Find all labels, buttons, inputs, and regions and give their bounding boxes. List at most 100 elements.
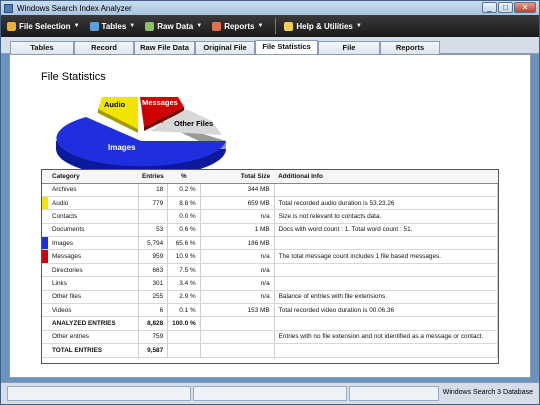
menu-bar: File Selection ▼ Tables ▼ Raw Data ▼ Rep… <box>1 15 539 37</box>
window-title: Windows Search Index Analyzer <box>17 3 132 13</box>
table-row[interactable]: Other entries 759 Entries with no file ext… <box>42 330 498 345</box>
close-button[interactable]: ✕ <box>514 2 536 13</box>
cell-total-size: n/a <box>200 249 275 264</box>
cell-category: Videos <box>48 303 139 318</box>
tab-tables[interactable]: Tables <box>10 41 74 54</box>
chevron-down-icon: ▼ <box>257 23 264 29</box>
category-color-swatch <box>42 276 48 291</box>
cell-category: Other files <box>48 290 139 305</box>
table-header-row: Category Entries % Total Size Additional… <box>42 170 498 184</box>
chevron-down-icon: ▼ <box>129 23 136 29</box>
table-row[interactable]: Archives 18 0.2 % 344 MB <box>42 183 498 197</box>
menu-raw-data[interactable]: Raw Data ▼ <box>145 21 202 31</box>
cell-entries: 301 <box>138 276 169 291</box>
menu-label: Reports <box>224 21 255 31</box>
cell-additional-info: Docs with word count : 1. Total word cou… <box>274 223 498 238</box>
statistics-table: Category Entries % Total Size Additional… <box>41 169 499 364</box>
table-row[interactable]: Links 301 3.4 % n/a <box>42 276 498 291</box>
cell-additional-info: Balance of entries with file extensions. <box>274 290 498 305</box>
header-pct: % <box>167 170 201 184</box>
cell-entries: 8,828 <box>138 316 169 331</box>
menu-reports[interactable]: Reports ▼ <box>212 21 264 31</box>
status-segment-2 <box>193 386 347 401</box>
data-icon <box>145 21 155 31</box>
cell-entries <box>138 209 169 224</box>
table-row[interactable]: Images 5,794 65.6 % 186 MB <box>42 236 498 251</box>
cell-category: ANALYZED ENTRIES <box>48 316 139 331</box>
minimize-button[interactable]: _ <box>482 2 497 13</box>
menu-tables[interactable]: Tables ▼ <box>89 21 136 31</box>
audio-label: Audio <box>104 100 126 109</box>
cell-total-size: n/a <box>200 276 275 291</box>
maximize-button[interactable]: □ <box>498 2 513 13</box>
category-color-swatch <box>42 263 48 278</box>
tab-file-statistics[interactable]: File Statistics <box>255 40 318 55</box>
menu-label: File Selection <box>19 21 71 31</box>
category-color-swatch <box>42 343 48 358</box>
category-color-swatch <box>42 196 48 211</box>
database-status: Windows Search 3 Database <box>442 389 533 396</box>
chevron-down-icon: ▼ <box>73 23 80 29</box>
tab-reports[interactable]: Reports <box>380 41 440 54</box>
category-color-swatch <box>42 223 48 238</box>
cell-percent: 7.5 % <box>167 263 201 278</box>
tab-record[interactable]: Record <box>74 41 134 54</box>
menu-help-utilities[interactable]: Help & Utilities ▼ <box>284 21 362 31</box>
tab-raw-file-data[interactable]: Raw File Data <box>134 41 195 54</box>
header-entries: Entries <box>138 170 168 184</box>
messages-label: Messages <box>142 98 178 107</box>
category-color-swatch <box>42 249 48 264</box>
table-row[interactable]: Messages 959 10.9 % n/a The total message co… <box>42 249 498 264</box>
cell-total-size: 153 MB <box>200 303 275 318</box>
cell-total-size: n/a <box>200 209 275 224</box>
cell-additional-info <box>274 316 498 331</box>
tab-original-file-data[interactable]: Original File Data <box>195 41 255 64</box>
cell-additional-info: Total recorded audio duration is 53.23.2… <box>274 196 498 211</box>
table-row[interactable]: TOTAL ENTRIES 9,587 <box>42 343 498 358</box>
cell-category: Audio <box>48 196 139 211</box>
other-files-slice <box>150 109 222 135</box>
cell-total-size: 659 MB <box>200 196 275 211</box>
header-additional-info: Additional Info <box>274 170 498 184</box>
menu-file-selection[interactable]: File Selection ▼ <box>7 21 80 31</box>
tab-file-management[interactable]: File Management <box>318 41 380 64</box>
menu-label: Raw Data <box>157 21 194 31</box>
chevron-down-icon: ▼ <box>355 23 362 29</box>
category-color-swatch <box>42 330 48 345</box>
cell-category: TOTAL ENTRIES <box>48 343 139 358</box>
cell-entries: 53 <box>138 223 169 238</box>
status-segment-1 <box>7 386 191 401</box>
report-icon <box>212 21 222 31</box>
cell-category: Documents <box>48 223 139 238</box>
cell-percent: 100.0 % <box>167 316 201 331</box>
cell-additional-info: Entries with no file extension and not i… <box>274 330 498 345</box>
category-color-swatch <box>42 316 48 331</box>
cell-percent: 65.6 % <box>167 236 201 251</box>
cell-additional-info <box>274 343 498 358</box>
table-row[interactable]: Directories 663 7.5 % n/a <box>42 263 498 278</box>
cell-total-size <box>200 343 275 358</box>
cell-percent: 0.0 % <box>167 209 201 224</box>
cell-category: Links <box>48 276 139 291</box>
cell-additional-info: Total recorded video duration is 00.06.3… <box>274 303 498 318</box>
title-bar: Windows Search Index Analyzer _ □ ✕ <box>1 1 539 15</box>
table-row[interactable]: Videos 6 0.1 % 153 MB Total recorded video d… <box>42 303 498 318</box>
table-row[interactable]: Documents 53 0.6 % 1 MB Docs with word count… <box>42 223 498 238</box>
menu-separator <box>275 18 277 34</box>
other-files-label: Other Files <box>174 119 213 128</box>
swatch-header <box>42 170 48 184</box>
table-row[interactable]: Audio 779 8.8 % 659 MB Total recorded audio … <box>42 196 498 211</box>
cell-percent: 2.9 % <box>167 290 201 305</box>
tab-strip: Tables Record Raw File Data Original Fil… <box>1 37 539 64</box>
table-row[interactable]: ANALYZED ENTRIES 8,828 100.0 % <box>42 316 498 331</box>
header-total-size: Total Size <box>200 170 275 184</box>
app-icon <box>4 3 13 13</box>
table-row[interactable]: Contacts 0.0 % n/a Size is not relevant to … <box>42 209 498 224</box>
table-row[interactable]: Other files 255 2.9 % n/a Balance of entries… <box>42 290 498 305</box>
cell-entries: 5,794 <box>138 236 169 251</box>
images-slice <box>56 117 226 167</box>
messages-slice <box>140 97 184 127</box>
cell-entries: 18 <box>138 183 169 197</box>
category-color-swatch <box>42 183 48 197</box>
